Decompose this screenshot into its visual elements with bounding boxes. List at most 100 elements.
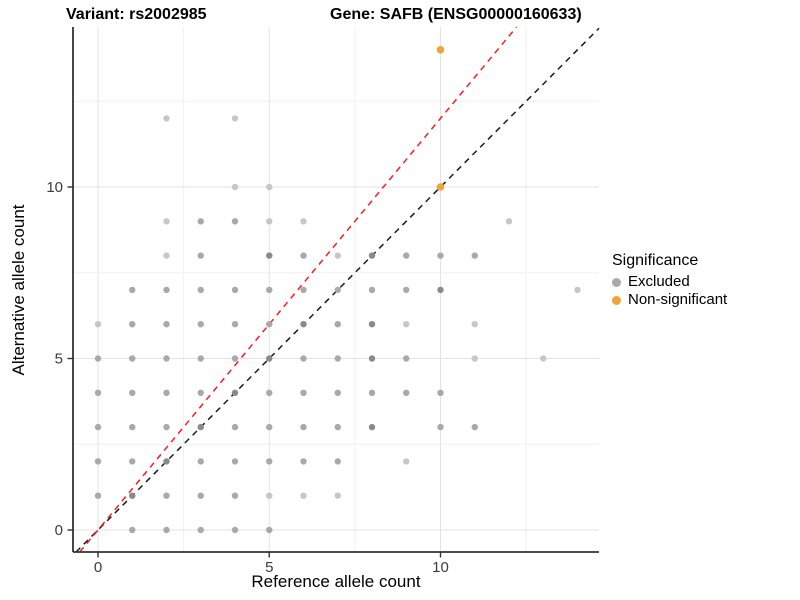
- legend-title: Significance: [612, 252, 699, 269]
- data-point-excluded: [231, 458, 239, 465]
- data-point-excluded: [231, 115, 239, 122]
- data-point-excluded: [197, 492, 204, 499]
- data-point-excluded: [163, 389, 170, 396]
- data-point-excluded: [471, 252, 478, 259]
- data-point-excluded: [471, 355, 478, 362]
- y-tick-label: 5: [55, 351, 63, 368]
- data-point-excluded: [197, 218, 204, 225]
- data-point-excluded: [197, 286, 204, 294]
- data-point-excluded: [334, 252, 341, 259]
- data-point-excluded: [129, 423, 136, 431]
- data-point-excluded: [231, 355, 239, 362]
- data-point-excluded: [231, 526, 239, 534]
- abline-fit-line: [79, 26, 518, 553]
- data-point-excluded: [334, 355, 341, 362]
- data-point-excluded: [129, 321, 136, 328]
- data-point-excluded: [437, 423, 444, 431]
- data-point-excluded: [163, 115, 170, 122]
- legend-item-excluded: Excluded: [612, 273, 727, 291]
- data-point-excluded: [231, 423, 239, 431]
- data-point-excluded: [197, 458, 204, 465]
- data-point-excluded: [403, 321, 410, 328]
- data-point-excluded: [334, 321, 341, 328]
- data-point-excluded: [231, 492, 239, 499]
- data-point-excluded: [368, 389, 376, 396]
- data-point-excluded: [266, 355, 273, 362]
- data-point-excluded: [574, 286, 581, 294]
- data-point-excluded: [266, 458, 273, 465]
- non-significant-swatch-icon: [612, 295, 621, 305]
- data-point-excluded: [368, 321, 376, 328]
- data-point-excluded: [197, 423, 204, 431]
- data-point-excluded: [403, 252, 410, 259]
- data-point-excluded: [197, 321, 204, 328]
- data-point-excluded: [163, 355, 170, 362]
- data-point-excluded: [266, 218, 273, 225]
- data-point-excluded: [163, 423, 170, 431]
- data-point-excluded: [129, 492, 136, 499]
- y-tick-label: 0: [55, 522, 63, 539]
- data-point-excluded: [403, 389, 410, 396]
- data-point-excluded: [368, 423, 376, 431]
- data-point-excluded: [197, 526, 204, 534]
- data-point-excluded: [163, 458, 170, 465]
- data-point-excluded: [163, 492, 170, 499]
- data-point-excluded: [334, 458, 341, 465]
- data-point-excluded: [197, 389, 204, 396]
- data-point-excluded: [300, 321, 307, 328]
- legend-item-non-significant: Non-significant: [612, 291, 727, 309]
- data-point-excluded: [437, 286, 444, 294]
- data-point-excluded: [163, 252, 170, 259]
- data-point-excluded: [129, 526, 136, 534]
- data-point-excluded: [266, 423, 273, 431]
- data-point-excluded: [163, 526, 170, 534]
- data-point-excluded: [300, 218, 307, 225]
- data-point-non-significant: [436, 46, 445, 54]
- data-point-excluded: [403, 458, 410, 465]
- data-point-excluded: [94, 355, 102, 362]
- data-point-excluded: [266, 492, 273, 499]
- data-point-excluded: [266, 286, 273, 294]
- data-point-excluded: [129, 389, 136, 396]
- data-point-excluded: [300, 389, 307, 396]
- x-tick-label: 0: [94, 559, 102, 576]
- y-tick-label: 10: [46, 179, 63, 196]
- data-point-excluded: [94, 492, 102, 499]
- data-point-excluded: [266, 526, 273, 534]
- x-axis-label: Reference allele count: [251, 572, 421, 591]
- data-point-excluded: [197, 355, 204, 362]
- data-point-excluded: [231, 389, 239, 396]
- data-point-excluded: [163, 286, 170, 294]
- data-point-excluded: [266, 321, 273, 328]
- data-point-excluded: [368, 286, 376, 294]
- data-point-excluded: [540, 355, 547, 362]
- data-point-non-significant: [436, 183, 445, 191]
- legend: Significance Excluded Non-significant: [612, 252, 727, 309]
- data-point-excluded: [129, 286, 136, 294]
- gene-title: Gene: SAFB (ENSG00000160633): [330, 6, 582, 23]
- data-point-excluded: [231, 321, 239, 328]
- excluded-swatch-icon: [612, 277, 621, 287]
- data-point-excluded: [437, 252, 444, 259]
- data-point-excluded: [334, 389, 341, 396]
- legend-item-non-significant-label: Non-significant: [628, 291, 728, 308]
- data-point-excluded: [471, 321, 478, 328]
- data-point-excluded: [129, 458, 136, 465]
- data-point-excluded: [403, 286, 410, 294]
- data-point-excluded: [334, 286, 341, 294]
- abline-identity-line: [75, 27, 600, 553]
- data-point-excluded: [266, 389, 273, 396]
- data-point-excluded: [231, 183, 239, 191]
- data-point-excluded: [266, 252, 273, 259]
- data-point-excluded: [231, 218, 239, 225]
- data-point-excluded: [197, 252, 204, 259]
- data-point-excluded: [300, 252, 307, 259]
- x-tick-label: 10: [432, 559, 449, 576]
- data-point-excluded: [94, 321, 102, 328]
- data-point-excluded: [266, 183, 273, 191]
- variant-title: Variant: rs2002985: [66, 6, 207, 23]
- data-point-excluded: [403, 355, 410, 362]
- data-point-excluded: [505, 218, 513, 225]
- data-point-excluded: [163, 321, 170, 328]
